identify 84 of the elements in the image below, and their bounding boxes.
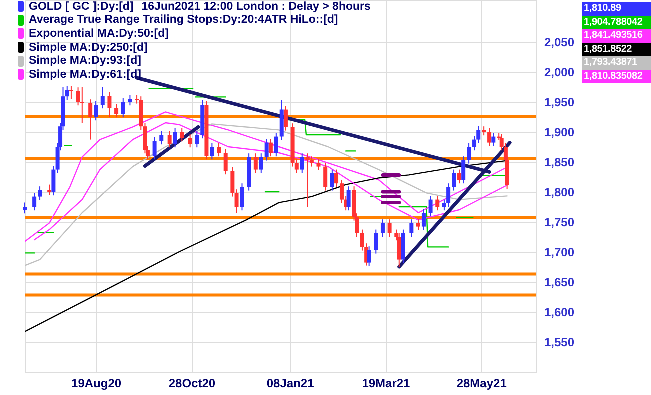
candlestick	[492, 132, 496, 147]
text: 1,904.788042	[582, 16, 651, 29]
candlestick	[210, 142, 214, 160]
candlestick	[100, 86, 105, 110]
candlestick	[334, 169, 339, 188]
y-tick-label: 1,850	[544, 156, 575, 170]
candlestick	[254, 153, 258, 174]
candlestick	[230, 166, 235, 198]
candlestick	[436, 196, 440, 212]
candlestick	[224, 148, 228, 176]
candlestick	[457, 169, 462, 184]
candlestick	[94, 100, 98, 122]
candlestick	[462, 156, 466, 184]
candlestick	[128, 94, 132, 106]
y-tick-label: 1,950	[544, 96, 575, 110]
candlestick	[488, 128, 492, 147]
candlestick	[195, 130, 200, 148]
candlestick	[48, 184, 52, 196]
candlestick	[38, 186, 42, 201]
candlestick	[316, 159, 321, 171]
candlestick	[32, 192, 37, 212]
candlestick	[410, 219, 414, 238]
chart-subtitle: 16Jun2021 12:00 London : Delay > 8hours	[142, 0, 371, 13]
legend-label: Simple MA:Dy:61:[d]	[29, 68, 142, 81]
candlestick	[217, 142, 222, 158]
candlestick	[121, 98, 126, 118]
text: 1,841.493516	[582, 29, 651, 42]
y-tick-label: 1,650	[544, 276, 575, 290]
legend-label: Average True Range Trailing Stops:Dy:20:4ATR HiLo::[d]	[29, 14, 338, 26]
candlestick	[114, 104, 119, 118]
candlestick	[422, 208, 426, 231]
candlestick	[152, 136, 157, 160]
x-tick-label: 19Aug20	[72, 376, 122, 390]
candlestick	[274, 132, 278, 158]
candlestick	[300, 153, 304, 174]
x-tick-label: 19Mar21	[362, 376, 411, 390]
candlestick	[52, 166, 56, 196]
candlestick	[388, 219, 392, 238]
candlestick	[428, 196, 433, 218]
candlestick	[467, 142, 472, 164]
candlestick	[416, 219, 420, 231]
y-tick-label: 1,800	[544, 186, 575, 200]
candlestick	[180, 128, 184, 142]
candlestick	[160, 130, 164, 146]
candlestick	[240, 183, 244, 212]
candlestick	[188, 134, 192, 148]
candlestick	[264, 138, 269, 162]
candlestick	[234, 189, 239, 214]
candlestick	[23, 202, 27, 214]
y-tick-label: 1,750	[544, 216, 575, 230]
candlestick	[108, 92, 112, 118]
candlestick	[330, 169, 334, 192]
candlestick	[168, 130, 172, 148]
candlestick	[173, 128, 178, 148]
x-tick-label: 28Oct20	[168, 376, 216, 390]
legend-label: GOLD [ GC ]:Dy:[d]	[29, 0, 134, 13]
candlestick	[259, 153, 264, 174]
candlestick	[397, 232, 402, 268]
legend-label: Simple MA:Dy:250:[d]	[29, 42, 148, 54]
candlestick	[284, 106, 288, 132]
y-tick-label: 2,000	[544, 66, 575, 80]
candlestick	[268, 138, 273, 158]
text: 1,810.835082	[582, 70, 651, 83]
candlestick	[324, 162, 328, 192]
legend-label: Simple MA:Dy:93:[d]	[29, 55, 142, 68]
y-tick-label: 1,550	[544, 336, 575, 350]
candlestick	[367, 246, 372, 267]
y-tick-label: 1,600	[544, 306, 575, 320]
candlestick	[306, 153, 310, 208]
text: 1,810.89	[582, 2, 651, 16]
y-tick-label: 1,700	[544, 246, 575, 260]
x-tick-label: 08Jan21	[266, 376, 315, 390]
text: 1,793.43871	[582, 56, 651, 70]
line-series	[25, 124, 508, 266]
text: 1,851.8522	[582, 42, 651, 56]
legend-label: Exponential MA:Dy:50:[d]	[29, 28, 169, 40]
candlestick	[374, 229, 378, 254]
y-tick-label: 1,900	[544, 126, 575, 140]
candlestick	[446, 183, 451, 208]
candlestick	[88, 99, 93, 140]
candlestick	[380, 219, 385, 238]
y-tick-label: 2,050	[544, 36, 575, 50]
candlestick	[452, 169, 456, 192]
x-tick-label: 28May21	[456, 376, 508, 390]
